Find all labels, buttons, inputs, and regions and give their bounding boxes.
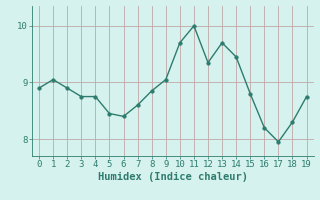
X-axis label: Humidex (Indice chaleur): Humidex (Indice chaleur) <box>98 172 248 182</box>
